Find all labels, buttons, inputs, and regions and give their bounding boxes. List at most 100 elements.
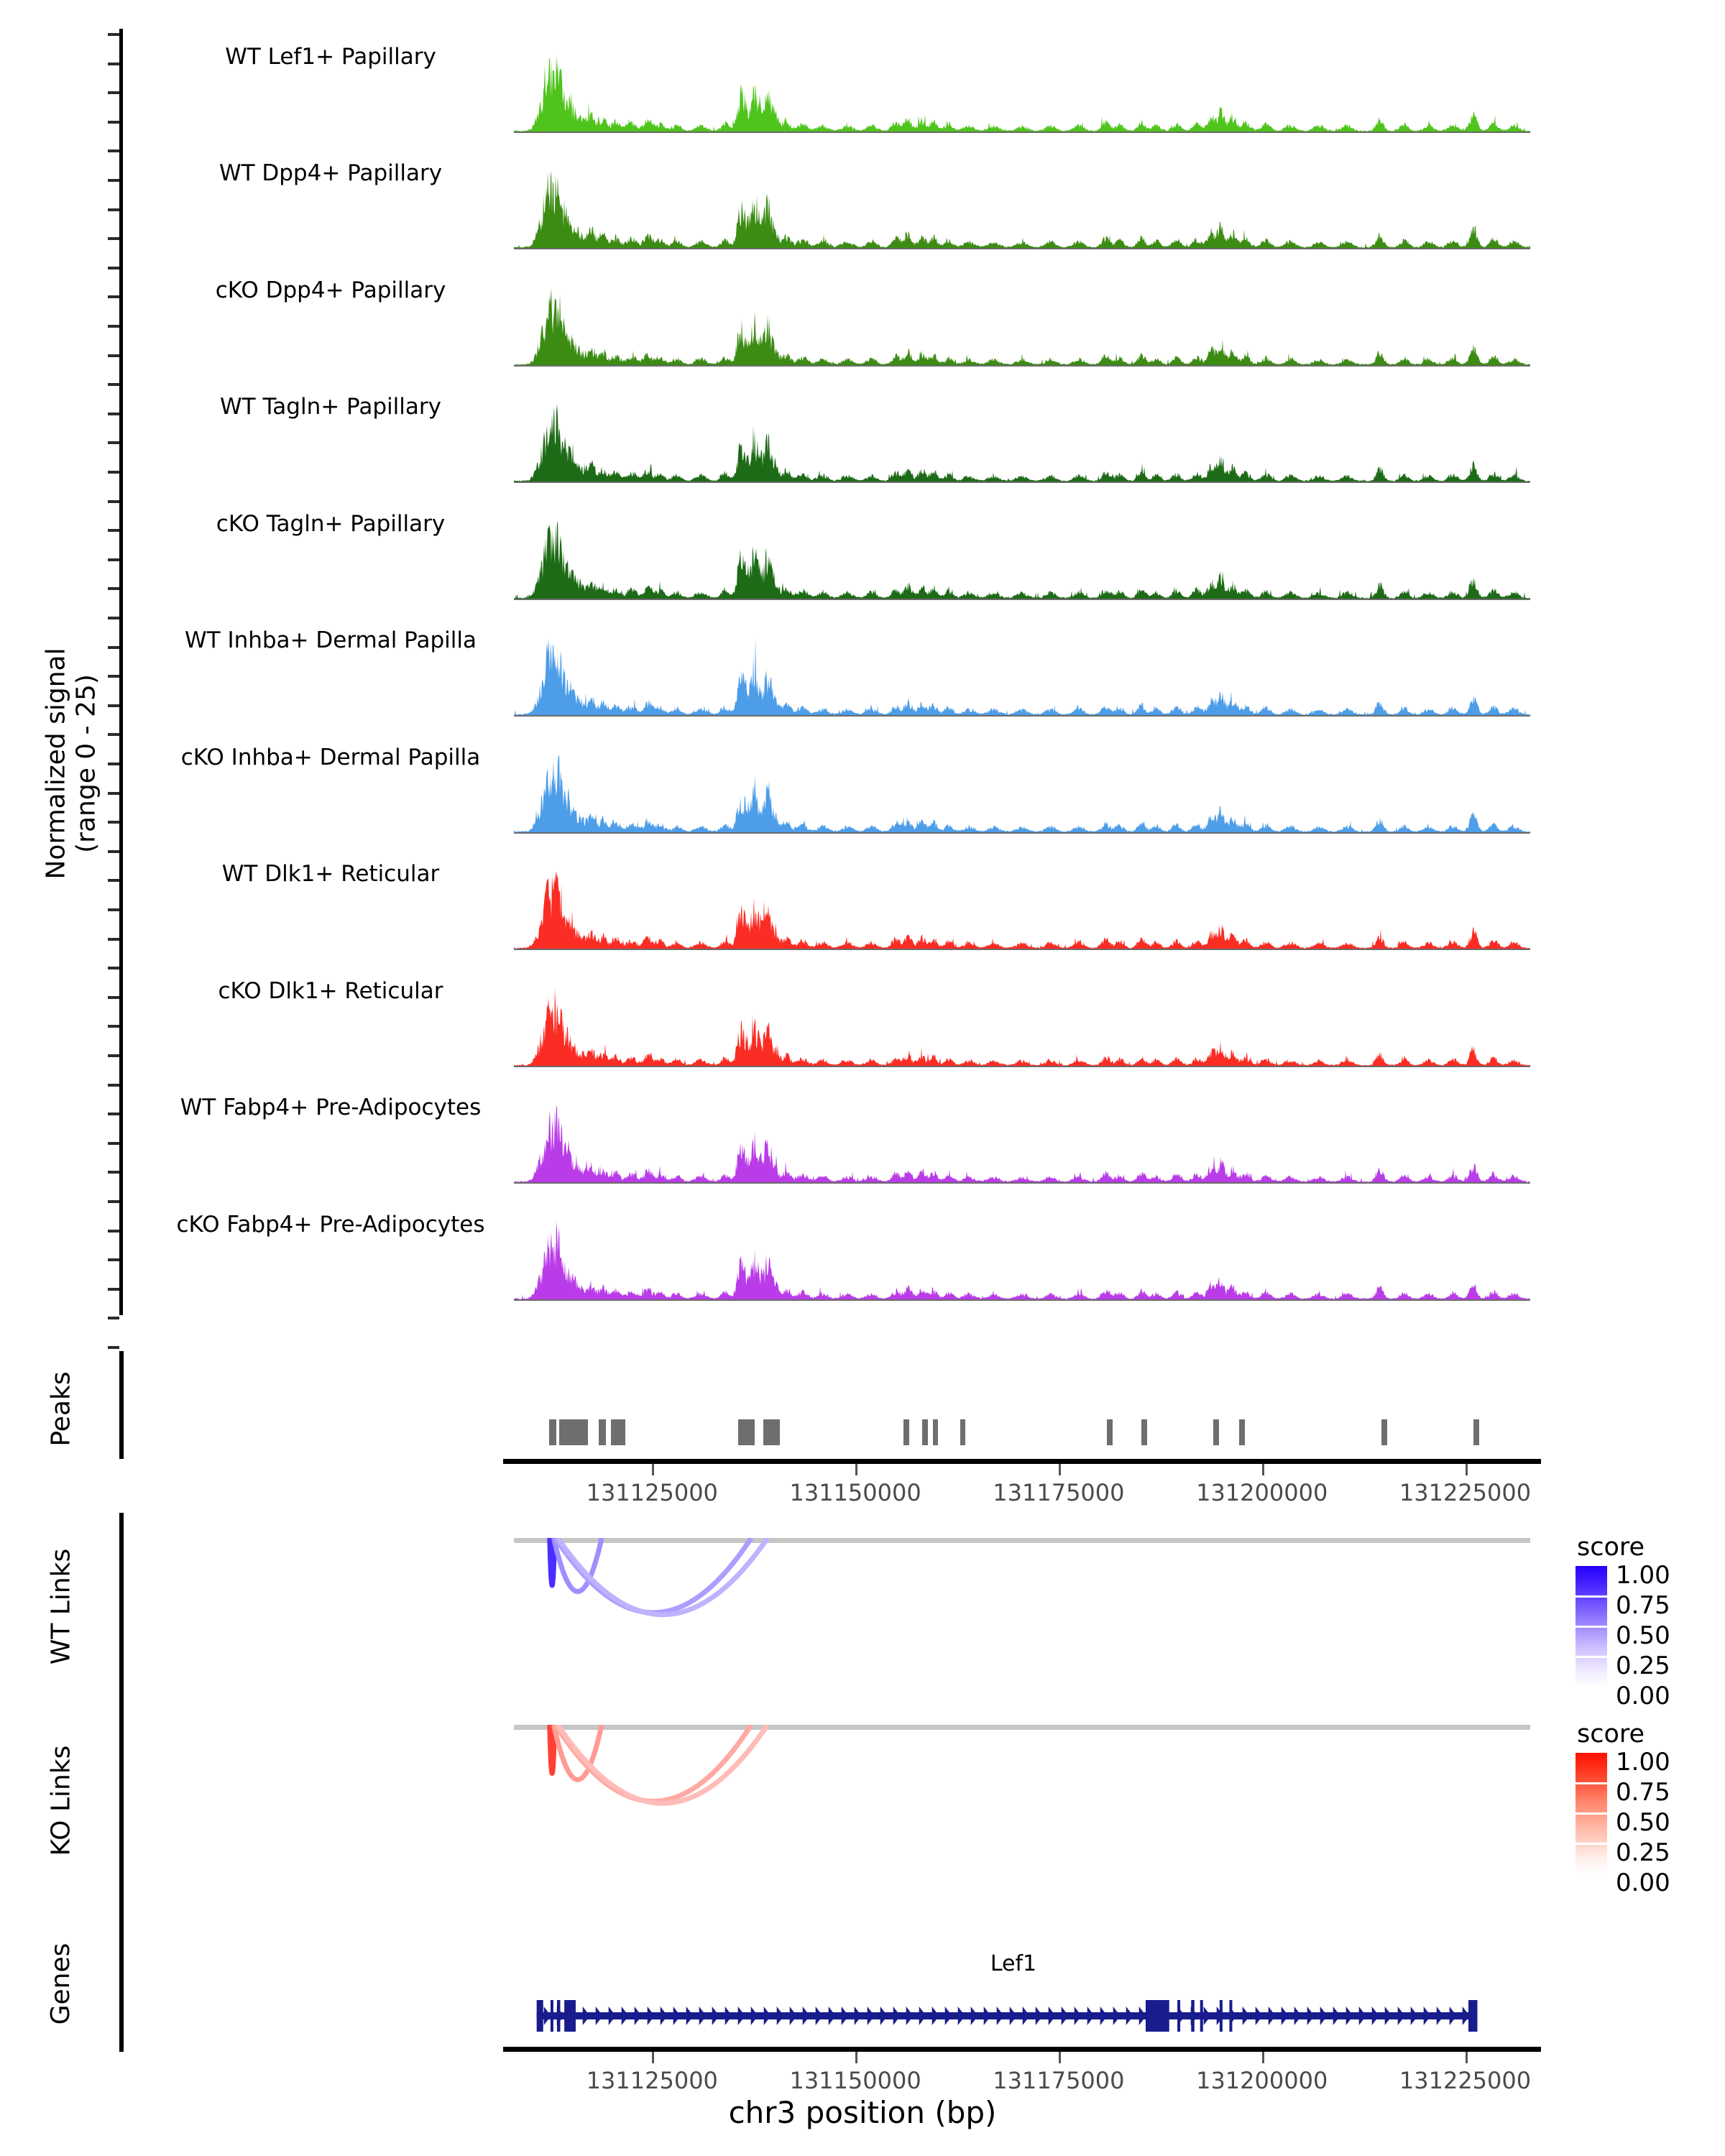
peak-marker[interactable] [598,1419,606,1445]
ko-links-legend: score 1.00 0.75 0.50 0.25 0.00 [1573,1720,1670,1895]
y-axis-tick [108,908,119,911]
ruler-tick [1261,1464,1264,1475]
wt-links-baseline [514,1538,1530,1543]
peaks-axis-line [119,1351,124,1459]
gene-strand-arrow [673,2007,681,2025]
gene-strand-arrow [1138,2007,1146,2025]
peak-marker[interactable] [932,1419,939,1445]
gene-exon[interactable] [1219,2000,1223,2032]
y-axis-tick [108,91,119,95]
peak-marker[interactable] [1473,1419,1479,1445]
gene-strand-arrow [1384,2007,1392,2025]
ko-links-arcs [547,1725,770,1806]
y-axis-tick [108,763,119,765]
gene-exon[interactable] [1145,2000,1169,2032]
gene-strand-arrow [699,2007,707,2025]
y-axis-tick [108,237,119,241]
gene-name-label: Lef1 [990,1951,1037,1976]
ruler-tick-label: 131125000 [586,2067,718,2094]
peak-marker[interactable] [1141,1419,1148,1445]
y-axis-tick [108,412,119,415]
coverage-track-signal [514,754,1530,832]
gene-exon[interactable] [556,2000,561,2032]
coverage-track-label: cKO Dlk1+ Reticular [218,977,443,1004]
gene-exon[interactable] [564,2000,576,2032]
gene-strand-arrow [1074,2007,1082,2025]
coverage-track-baseline [514,1065,1530,1067]
gene-exon[interactable] [1191,2000,1195,2032]
peak-marker[interactable] [903,1419,909,1445]
y-axis-tick [108,499,119,503]
coverage-track-baseline [514,1182,1530,1184]
peak-marker[interactable] [1106,1419,1113,1445]
link-arc[interactable] [547,1538,558,1588]
gene-exon[interactable] [536,2000,543,2032]
gene-exon[interactable] [1229,2000,1233,2032]
gene-strand-arrow [724,2007,732,2025]
ruler-line [503,1459,1541,1464]
peak-marker[interactable] [738,1419,755,1445]
y-axis-tick [108,1229,119,1233]
y-axis-tick [108,1141,119,1145]
gene-model-lef1[interactable] [503,1994,1545,2037]
gene-exon[interactable] [1200,2000,1203,2032]
ruler-tick [855,1464,858,1475]
gene-strand-arrow [543,2007,551,2025]
peak-marker[interactable] [960,1419,965,1445]
coverage-track-signal [514,1105,1530,1182]
gene-strand-arrow [737,2007,745,2025]
gene-strand-arrow [750,2007,758,2025]
gene-strand-arrow [1371,2007,1379,2025]
coverage-axis-line [119,29,123,1315]
gene-exon[interactable] [550,2000,553,2032]
coverage-track-label: cKO Dpp4+ Papillary [215,277,446,303]
gene-strand-arrow [802,2007,810,2025]
gene-strand-arrow [608,2007,616,2025]
ko-legend-value-1: 0.75 [1616,1778,1670,1807]
peak-marker[interactable] [1213,1419,1219,1445]
peak-marker[interactable] [763,1419,780,1445]
ko-links-section-label: KO Links [46,1745,76,1856]
y-axis-tick [108,149,119,153]
gene-exon[interactable] [1468,2000,1478,2032]
coverage-track-label: WT Dlk1+ Reticular [221,861,440,887]
gene-strand-arrow [660,2007,668,2025]
gene-exon[interactable] [1177,2000,1181,2032]
gene-strand-arrow [1255,2007,1263,2025]
peak-marker[interactable] [559,1419,588,1445]
gene-strand-arrow [776,2007,784,2025]
gene-strand-arrow [1449,2007,1457,2025]
gene-strand-arrow [957,2007,965,2025]
gene-strand-arrow [906,2007,914,2025]
gene-strand-arrow [983,2007,991,2025]
ko-legend-value-4: 0.00 [1616,1869,1670,1897]
peak-marker[interactable] [548,1419,556,1445]
y-axis-tick [108,1112,119,1116]
gene-strand-arrow [1035,2007,1043,2025]
peak-marker[interactable] [921,1419,928,1445]
gene-strand-arrow [970,2007,978,2025]
gene-strand-arrow [1268,2007,1276,2025]
peak-marker[interactable] [610,1419,625,1445]
ruler-line [503,2047,1541,2052]
link-arc[interactable] [551,1538,604,1594]
link-arc[interactable] [556,1538,770,1618]
y-axis-tick [108,1054,119,1057]
peak-marker[interactable] [1239,1419,1245,1445]
gene-strand-arrow [712,2007,719,2025]
gene-strand-arrow [854,2007,862,2025]
link-arc[interactable] [547,1725,558,1777]
gene-strand-arrow [1242,2007,1250,2025]
wt-legend-value-1: 0.75 [1616,1591,1670,1620]
link-arc[interactable] [551,1725,604,1782]
peak-marker[interactable] [1381,1419,1387,1445]
x-axis-title: chr3 position (bp) [728,2095,997,2130]
ruler-tick-label: 131150000 [789,2067,921,2094]
link-arc[interactable] [556,1725,770,1806]
genes-section-label: Genes [46,1943,75,2025]
y-axis-tick [108,1025,119,1028]
y-axis-tick [108,967,119,970]
gene-strand-arrow [1320,2007,1328,2025]
y-axis-tick [108,1171,119,1174]
coverage-track-baseline [514,482,1530,483]
